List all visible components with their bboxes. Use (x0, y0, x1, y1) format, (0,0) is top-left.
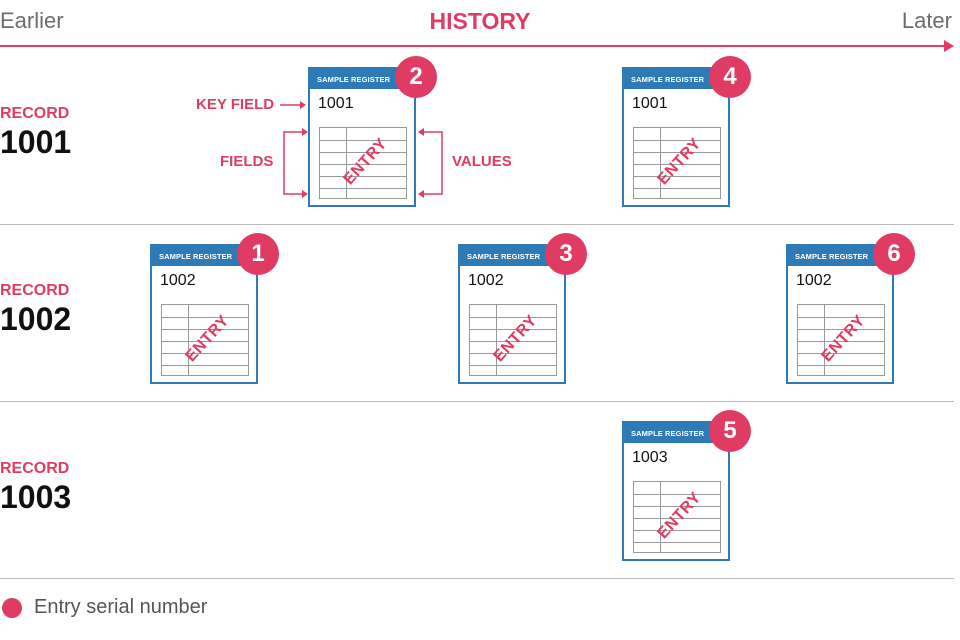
entry-card: SAMPLE REGISTER 1002 ENTRY (786, 244, 894, 384)
grid-row-line (162, 353, 248, 354)
row-divider (0, 401, 954, 402)
diagram-title: HISTORY (429, 8, 531, 34)
entry-card: SAMPLE REGISTER 1002 ENTRY (150, 244, 258, 384)
entry-serial-badge: 2 (395, 56, 437, 98)
grid-row-line (320, 164, 406, 165)
card-field-grid (469, 304, 557, 376)
record-number: 1002 (0, 301, 72, 337)
entry-serial-badge: 1 (237, 233, 279, 275)
grid-row-line (798, 341, 884, 342)
grid-row-line (634, 188, 720, 189)
row-divider (0, 224, 954, 225)
grid-row-line (798, 353, 884, 354)
card-key-field: 1002 (796, 272, 832, 289)
grid-row-line (470, 329, 556, 330)
entry-card: SAMPLE REGISTER 1003 ENTRY (622, 421, 730, 561)
entry-card: SAMPLE REGISTER 1001 ENTRY (622, 67, 730, 207)
card-header: SAMPLE REGISTER (460, 246, 564, 266)
entry-serial-badge: 6 (873, 233, 915, 275)
record-label: RECORD (0, 460, 70, 477)
card-field-grid (797, 304, 885, 376)
entry-card: SAMPLE REGISTER 1001 ENTRY (308, 67, 416, 207)
record-number: 1001 (0, 124, 72, 160)
entry-serial-badge: 3 (545, 233, 587, 275)
card-header: SAMPLE REGISTER (310, 69, 414, 89)
entry-serial-badge: 5 (709, 410, 751, 452)
record-label: RECORD (0, 282, 70, 299)
card-field-grid (319, 127, 407, 199)
grid-column-line (824, 305, 825, 375)
legend-label: Entry serial number (34, 596, 208, 618)
grid-column-line (660, 128, 661, 198)
card-header: SAMPLE REGISTER (152, 246, 256, 266)
grid-row-line (162, 365, 248, 366)
grid-row-line (470, 365, 556, 366)
fields-bracket-arrow (283, 128, 308, 198)
key-field-annotation: KEY FIELD (196, 96, 275, 113)
card-header: SAMPLE REGISTER (788, 246, 892, 266)
grid-column-line (660, 482, 661, 552)
grid-row-line (634, 530, 720, 531)
legend-marker (2, 598, 22, 618)
card-field-grid (633, 481, 721, 553)
card-header: SAMPLE REGISTER (624, 69, 728, 89)
card-key-field: 1002 (160, 272, 196, 289)
card-key-field: 1001 (318, 95, 354, 112)
grid-row-line (162, 317, 248, 318)
grid-row-line (634, 542, 720, 543)
grid-row-line (634, 506, 720, 507)
card-field-grid (633, 127, 721, 199)
grid-row-line (634, 140, 720, 141)
grid-row-line (634, 494, 720, 495)
grid-row-line (320, 140, 406, 141)
grid-row-line (320, 176, 406, 177)
grid-column-line (496, 305, 497, 375)
grid-row-line (470, 353, 556, 354)
card-key-field: 1001 (632, 95, 668, 112)
grid-column-line (188, 305, 189, 375)
card-key-field: 1002 (468, 272, 504, 289)
grid-row-line (798, 329, 884, 330)
timeline-arrow-head (944, 40, 954, 52)
values-bracket-arrow (418, 128, 443, 198)
grid-row-line (798, 365, 884, 366)
values-annotation: VALUES (452, 153, 512, 170)
grid-row-line (470, 317, 556, 318)
grid-row-line (162, 341, 248, 342)
card-field-grid (161, 304, 249, 376)
grid-row-line (798, 317, 884, 318)
record-number: 1003 (0, 479, 72, 515)
grid-row-line (162, 329, 248, 330)
timeline-arrow (0, 45, 946, 47)
grid-row-line (634, 176, 720, 177)
grid-row-line (634, 152, 720, 153)
fields-annotation: FIELDS (220, 153, 274, 170)
card-header: SAMPLE REGISTER (624, 423, 728, 443)
entry-card: SAMPLE REGISTER 1002 ENTRY (458, 244, 566, 384)
card-key-field: 1003 (632, 449, 668, 466)
grid-row-line (320, 152, 406, 153)
row-divider (0, 578, 954, 579)
entry-serial-badge: 4 (709, 56, 751, 98)
grid-row-line (470, 341, 556, 342)
timeline-end-label: Later (901, 8, 952, 33)
grid-row-line (634, 518, 720, 519)
key-field-arrow (280, 101, 306, 109)
record-label: RECORD (0, 105, 70, 122)
grid-row-line (634, 164, 720, 165)
grid-column-line (346, 128, 347, 198)
timeline-start-label: Earlier (0, 8, 64, 33)
grid-row-line (320, 188, 406, 189)
